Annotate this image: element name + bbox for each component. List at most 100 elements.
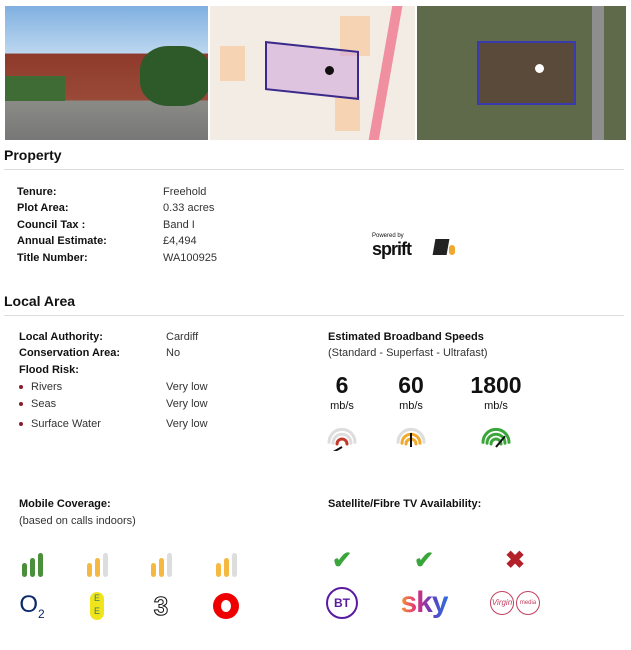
flood-risk-label: Surface Water [31, 418, 101, 430]
plot-boundary [477, 41, 576, 105]
cross-icon: ✖ [504, 547, 526, 574]
signal-bar [87, 563, 92, 577]
o2-logo-graphic: O2 [19, 591, 45, 621]
signal-bars-icon [87, 553, 108, 577]
speed-unit: mb/s [484, 400, 508, 412]
signal-bar [38, 553, 43, 577]
bullet-icon [19, 422, 23, 427]
speed-gauge-graphic [327, 427, 357, 455]
bullet-icon [19, 402, 23, 407]
gauge-arc [331, 432, 353, 445]
broadband-subtitle: (Standard - Superfast - Ultrafast) [328, 347, 488, 359]
signal-bar [103, 553, 108, 577]
map-building [220, 46, 245, 81]
property-value: Freehold [163, 186, 207, 198]
speed-value: 60 [398, 372, 424, 398]
local-area-heading: Local Area [4, 293, 76, 309]
signal-bars-icon [22, 553, 43, 577]
property-value: £4,494 [163, 235, 197, 247]
sprift-logo-text: sprift [372, 239, 412, 259]
tv-logo-virgin-media: Virgin media [485, 586, 545, 620]
tv-heading: Satellite/Fibre TV Availability: [328, 498, 482, 510]
signal-bar [30, 558, 35, 577]
flood-risk-label: Seas [31, 398, 57, 410]
plot-boundary [265, 41, 359, 100]
gauge-needle [495, 435, 506, 448]
signal-bar [151, 563, 156, 577]
flood-risk-value: Very low [166, 381, 208, 393]
aerial-photo [417, 6, 626, 140]
tree [140, 46, 208, 106]
check-icon: ✔ [331, 547, 353, 574]
property-heading: Property [4, 147, 62, 163]
speed-unit: mb/s [330, 400, 354, 412]
virgin-media-logo-graphic: Virgin media [490, 591, 540, 615]
signal-bars-icon [216, 553, 237, 577]
bullet-icon [19, 385, 23, 390]
map-pin-icon [325, 66, 334, 75]
tv-logo-bt: BT [312, 586, 372, 620]
flood-risk-item: Rivers [19, 381, 62, 393]
sky-logo-graphic: sky [400, 586, 448, 619]
mobile-subtitle: (based on calls indoors) [19, 515, 136, 527]
speed-gauge-icon [396, 427, 426, 451]
speed-gauge-icon [481, 427, 511, 451]
gauge-arc [396, 427, 426, 444]
local-area-label: Local Authority: [19, 331, 103, 343]
operator-logo-3: 3 [145, 590, 177, 622]
speed-value: 1800 [470, 372, 522, 398]
bt-logo-graphic: BT [326, 587, 358, 619]
vodafone-logo-graphic [213, 593, 239, 619]
signal-bars-icon [151, 553, 172, 577]
local-area-value: No [166, 347, 181, 359]
signal-bar [95, 558, 100, 577]
three-logo-graphic: 3 [153, 590, 169, 621]
flood-risk-value: Very low [166, 398, 208, 410]
property-label: Council Tax : [17, 219, 86, 231]
logo-mark-icon [432, 239, 450, 255]
logo-mark-icon [449, 245, 455, 255]
signal-bar [232, 553, 237, 577]
powered-by-text: Powered by [372, 233, 404, 239]
tv-logo-sky: sky [394, 586, 454, 620]
gauge-arc [481, 427, 511, 444]
property-label: Annual Estimate: [17, 235, 107, 247]
speed-gauge-graphic [396, 427, 426, 447]
map-pin-icon [535, 64, 544, 73]
map[interactable] [210, 6, 415, 140]
map-building [335, 96, 360, 131]
divider [4, 315, 624, 316]
property-value: Band I [163, 219, 195, 231]
speed-unit: mb/s [399, 400, 423, 412]
flood-risk-label: Rivers [31, 381, 63, 393]
signal-bar [22, 563, 27, 577]
local-area-label: Conservation Area: [19, 347, 121, 359]
road [592, 6, 604, 140]
property-value: WA100925 [163, 252, 218, 264]
gauge-arc [327, 427, 357, 444]
signal-bar [167, 553, 172, 577]
flood-risk-item: Surface Water [19, 418, 101, 430]
property-label: Plot Area: [17, 202, 69, 214]
signal-bar [216, 563, 221, 577]
gauge-arc [335, 437, 349, 446]
broadband-heading: Estimated Broadband Speeds [328, 331, 484, 343]
map-road [366, 6, 404, 140]
local-area-label: Flood Risk: [19, 364, 79, 376]
divider [4, 169, 624, 170]
property-value: 0.33 acres [163, 202, 215, 214]
operator-logo-o2: O2 [16, 590, 48, 622]
signal-bar [224, 558, 229, 577]
gauge-arc [485, 432, 507, 445]
property-label: Title Number: [17, 252, 88, 264]
local-area-value: Cardiff [166, 331, 199, 343]
speed-gauge-icon [327, 427, 357, 455]
flood-risk-item: Seas [19, 398, 56, 410]
hedge [5, 76, 65, 101]
flood-risk-value: Very low [166, 418, 208, 430]
property-label: Tenure: [17, 186, 57, 198]
sprift-logo: Powered by sprift [372, 233, 455, 260]
check-icon: ✔ [413, 547, 435, 574]
